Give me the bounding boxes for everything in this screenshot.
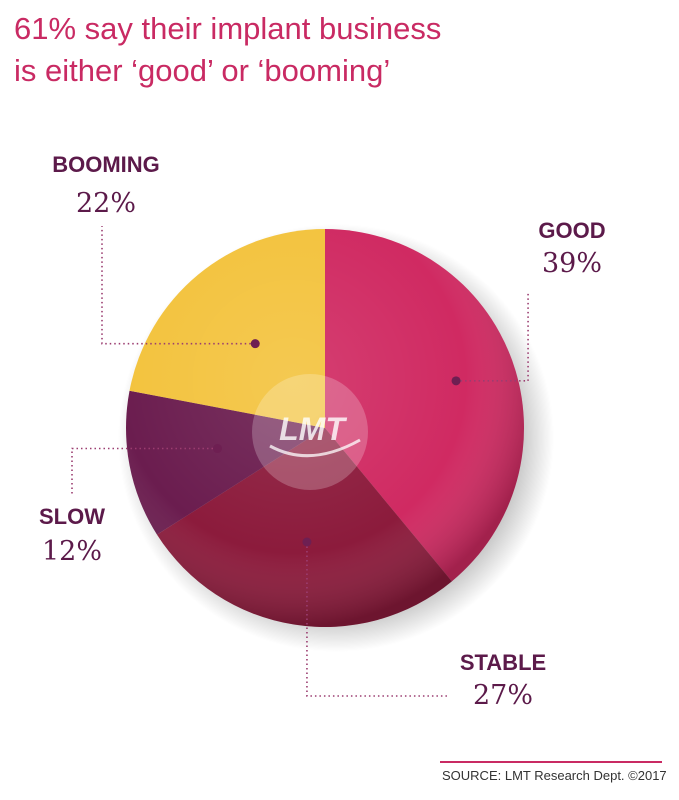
- leader-dot-stable: [302, 537, 312, 547]
- footer-divider: [440, 761, 662, 763]
- slice-label-booming: BOOMING: [52, 152, 160, 177]
- leader-line-booming: [101, 226, 256, 345]
- title-line-1: 61% say their implant business: [14, 11, 442, 46]
- slice-value-good: 39%: [542, 248, 602, 279]
- title-line-2: is either ‘good’ or ‘booming’: [14, 53, 391, 88]
- logo-disc: [252, 374, 368, 490]
- slice-label-slow: SLOW: [39, 504, 105, 529]
- logo-swoosh-icon: [269, 438, 361, 458]
- leader-dot-booming: [250, 339, 260, 349]
- slice-label-stable: STABLE: [460, 650, 546, 675]
- slice-annotations: GOOD 39% STABLE 27% SLOW 12% BOOMING 22%: [39, 152, 606, 711]
- lmt-logo: LMT: [269, 411, 361, 458]
- slice-value-slow: 12%: [42, 536, 102, 567]
- slice-label-good: GOOD: [538, 218, 605, 243]
- pie-shading: [126, 229, 524, 627]
- leader-line-stable: [306, 541, 448, 697]
- source-note: SOURCE: LMT Research Dept. ©2017: [442, 768, 667, 783]
- slice-value-stable: 27%: [473, 680, 533, 711]
- leader-dot-slow: [212, 444, 222, 454]
- leader-line-good: [456, 292, 529, 382]
- chart-title: 61% say their implant business is either…: [14, 8, 664, 92]
- logo-text: LMT: [279, 411, 347, 447]
- leader-dot-good: [451, 376, 461, 386]
- leader-line-slow: [71, 447, 218, 496]
- slice-value-booming: 22%: [76, 188, 136, 219]
